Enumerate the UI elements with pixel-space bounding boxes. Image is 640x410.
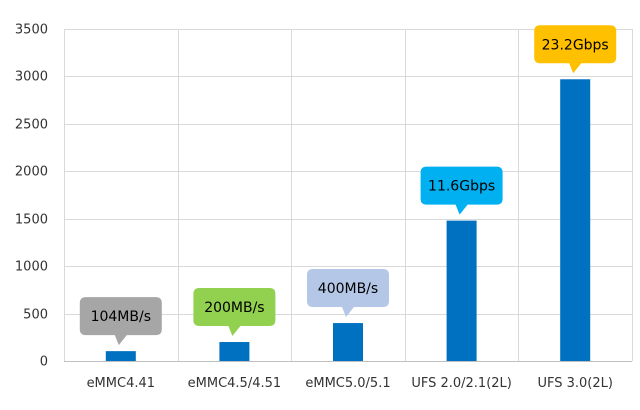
y-tick-label: 500 (23, 308, 48, 323)
callout-bubble (534, 25, 617, 74)
x-category-labels: eMMC4.41 eMMC4.5/4.51 eMMC5.0/5.1 UFS 2.0/2… (87, 376, 613, 391)
callout-bubble (79, 297, 162, 346)
x-category-label: eMMC4.5/4.51 (188, 376, 282, 391)
y-tick-labels: 0 500 1000 1500 2000 2500 3000 3500 (15, 23, 48, 370)
bar (446, 220, 477, 361)
x-category-label: eMMC4.41 (87, 376, 155, 391)
bar (333, 323, 363, 361)
callout-label: 200MB/s (204, 300, 264, 316)
y-tick-label: 2000 (15, 165, 48, 180)
x-category-label: eMMC5.0/5.1 (305, 376, 390, 391)
y-tick-label: 1000 (15, 260, 48, 275)
y-tick-label: 3000 (15, 70, 48, 85)
callout-label: 104MB/s (91, 309, 151, 325)
x-category-label: UFS 3.0(2L) (537, 376, 612, 391)
y-tick-label: 0 (40, 355, 48, 370)
callout-bubble (420, 166, 503, 215)
gridlines (64, 29, 633, 361)
bars (105, 79, 591, 361)
callout-bubble (193, 288, 276, 337)
bar (560, 79, 591, 361)
y-tick-label: 2500 (15, 118, 48, 133)
y-tick-label: 1500 (15, 213, 48, 228)
callout-label: 23.2Gbps (542, 37, 609, 53)
y-tick-label: 3500 (15, 23, 48, 38)
bar (219, 342, 250, 361)
callout-label: 11.6Gbps (428, 179, 495, 195)
callout-bubble (307, 269, 389, 318)
bar (105, 351, 136, 361)
x-category-label: UFS 2.0/2.1(2L) (411, 376, 512, 391)
callout-label: 400MB/s (318, 281, 378, 297)
callouts: 104MB/s 200MB/s 400MB/s 11.6Gbps 23.2Gbps (79, 25, 617, 346)
